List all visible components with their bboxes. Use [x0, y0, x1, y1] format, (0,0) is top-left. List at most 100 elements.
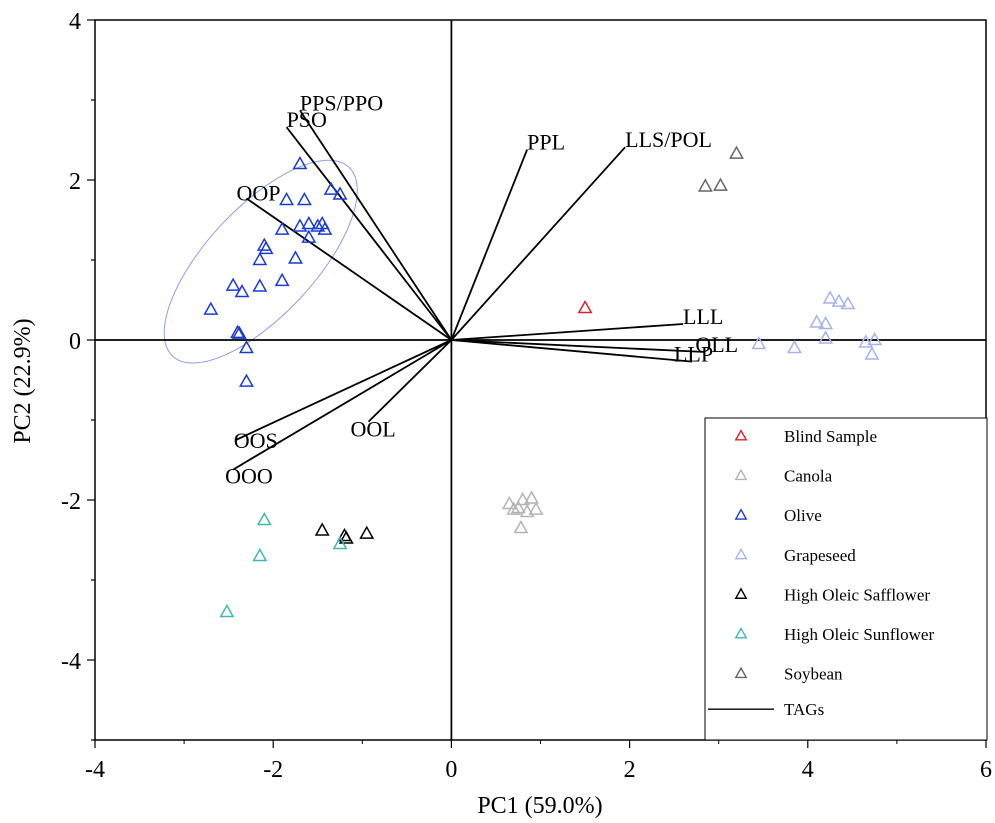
legend-marker — [734, 429, 748, 441]
legend-label: Blind Sample — [784, 427, 877, 446]
score-point — [831, 293, 847, 307]
x-tick-label: 2 — [624, 757, 636, 783]
score-point — [519, 503, 535, 518]
score-point — [818, 330, 834, 344]
score-point — [524, 490, 540, 504]
score-point — [713, 177, 728, 191]
score-point — [864, 346, 880, 360]
x-tick-label: 4 — [802, 757, 814, 783]
score-point — [359, 525, 375, 539]
score-point — [513, 519, 529, 534]
legend-label: Grapeseed — [784, 546, 856, 565]
loading-vector — [451, 339, 706, 353]
score-point — [840, 295, 856, 310]
score-point — [528, 501, 544, 515]
score-point — [301, 215, 317, 230]
legend-label: High Oleic Sunflower — [784, 625, 934, 644]
score-point — [288, 250, 303, 264]
score-point — [258, 240, 274, 255]
score-point — [279, 191, 295, 206]
loading-vector — [285, 126, 453, 341]
score-point — [234, 283, 250, 298]
score-point — [809, 314, 825, 328]
score-point — [697, 178, 713, 192]
loading-label: LLS/POL — [625, 127, 712, 152]
score-point — [338, 530, 354, 544]
legend-marker — [734, 666, 748, 679]
legend-marker — [734, 508, 748, 520]
score-point — [231, 325, 247, 339]
score-point — [252, 251, 268, 266]
legend-label: TAGs — [784, 700, 824, 719]
olive-confidence-ellipse — [163, 159, 358, 364]
legend-label: Canola — [784, 467, 833, 486]
score-point — [314, 522, 330, 536]
legend-label: Olive — [784, 506, 822, 525]
y-tick-label: 0 — [69, 329, 81, 355]
loading-label: OLL — [695, 332, 738, 357]
score-point — [230, 324, 246, 339]
loading-label: OOP — [236, 180, 280, 205]
score-point — [256, 511, 272, 526]
loading-label: OOO — [225, 464, 273, 489]
score-point — [252, 547, 268, 562]
legend-marker — [734, 587, 748, 599]
legend-box — [704, 417, 988, 741]
score-point — [786, 339, 802, 354]
loading-label: PSO — [287, 107, 327, 132]
score-point — [292, 155, 308, 170]
loading-label: PPS/PPO — [300, 90, 383, 115]
score-point — [310, 218, 326, 232]
score-point — [274, 272, 290, 287]
score-point — [239, 373, 254, 387]
loading-vector — [451, 323, 684, 341]
score-point — [822, 290, 838, 304]
y-axis-title: PC2 (22.9%) — [10, 318, 36, 443]
loading-vector — [232, 339, 452, 471]
legend-marker — [734, 547, 748, 560]
loading-vector — [450, 146, 626, 341]
score-point — [274, 221, 290, 235]
y-tick-label: -2 — [61, 489, 81, 515]
loading-label: PPL — [527, 130, 565, 155]
legend-label: Soybean — [784, 665, 843, 684]
score-point — [858, 334, 874, 348]
y-tick-label: -4 — [61, 649, 81, 675]
loading-vector — [299, 109, 453, 341]
x-tick-label: 0 — [445, 757, 457, 783]
loading-label: LLL — [683, 304, 723, 329]
loading-vector — [450, 149, 528, 341]
score-point — [506, 501, 522, 515]
score-point — [332, 535, 348, 550]
score-point — [301, 229, 317, 243]
score-point — [296, 191, 312, 206]
score-point — [818, 315, 834, 330]
loading-vector — [245, 197, 452, 341]
score-point — [225, 277, 241, 291]
score-point — [323, 181, 339, 195]
score-point — [203, 301, 219, 315]
score-point — [729, 145, 744, 159]
loading-vector — [235, 339, 452, 441]
legend-label: High Oleic Safflower — [784, 585, 930, 604]
score-point — [515, 491, 531, 506]
x-tick-label: -2 — [263, 757, 283, 783]
score-point — [867, 331, 883, 346]
x-tick-label: -4 — [85, 757, 105, 783]
score-point — [292, 218, 308, 232]
score-point — [577, 299, 593, 314]
score-point — [219, 603, 235, 618]
x-tick-label: 6 — [980, 757, 992, 783]
score-point — [501, 495, 517, 510]
score-point — [239, 339, 254, 354]
y-tick-label: 2 — [69, 169, 81, 195]
y-tick-label: 4 — [69, 9, 81, 35]
score-point — [317, 221, 333, 235]
loading-vector — [451, 339, 693, 363]
loading-label: OOL — [351, 417, 396, 442]
loading-label: LLP — [674, 342, 713, 367]
loading-vector — [367, 339, 453, 423]
score-point — [332, 186, 348, 200]
legend-marker — [734, 468, 748, 481]
